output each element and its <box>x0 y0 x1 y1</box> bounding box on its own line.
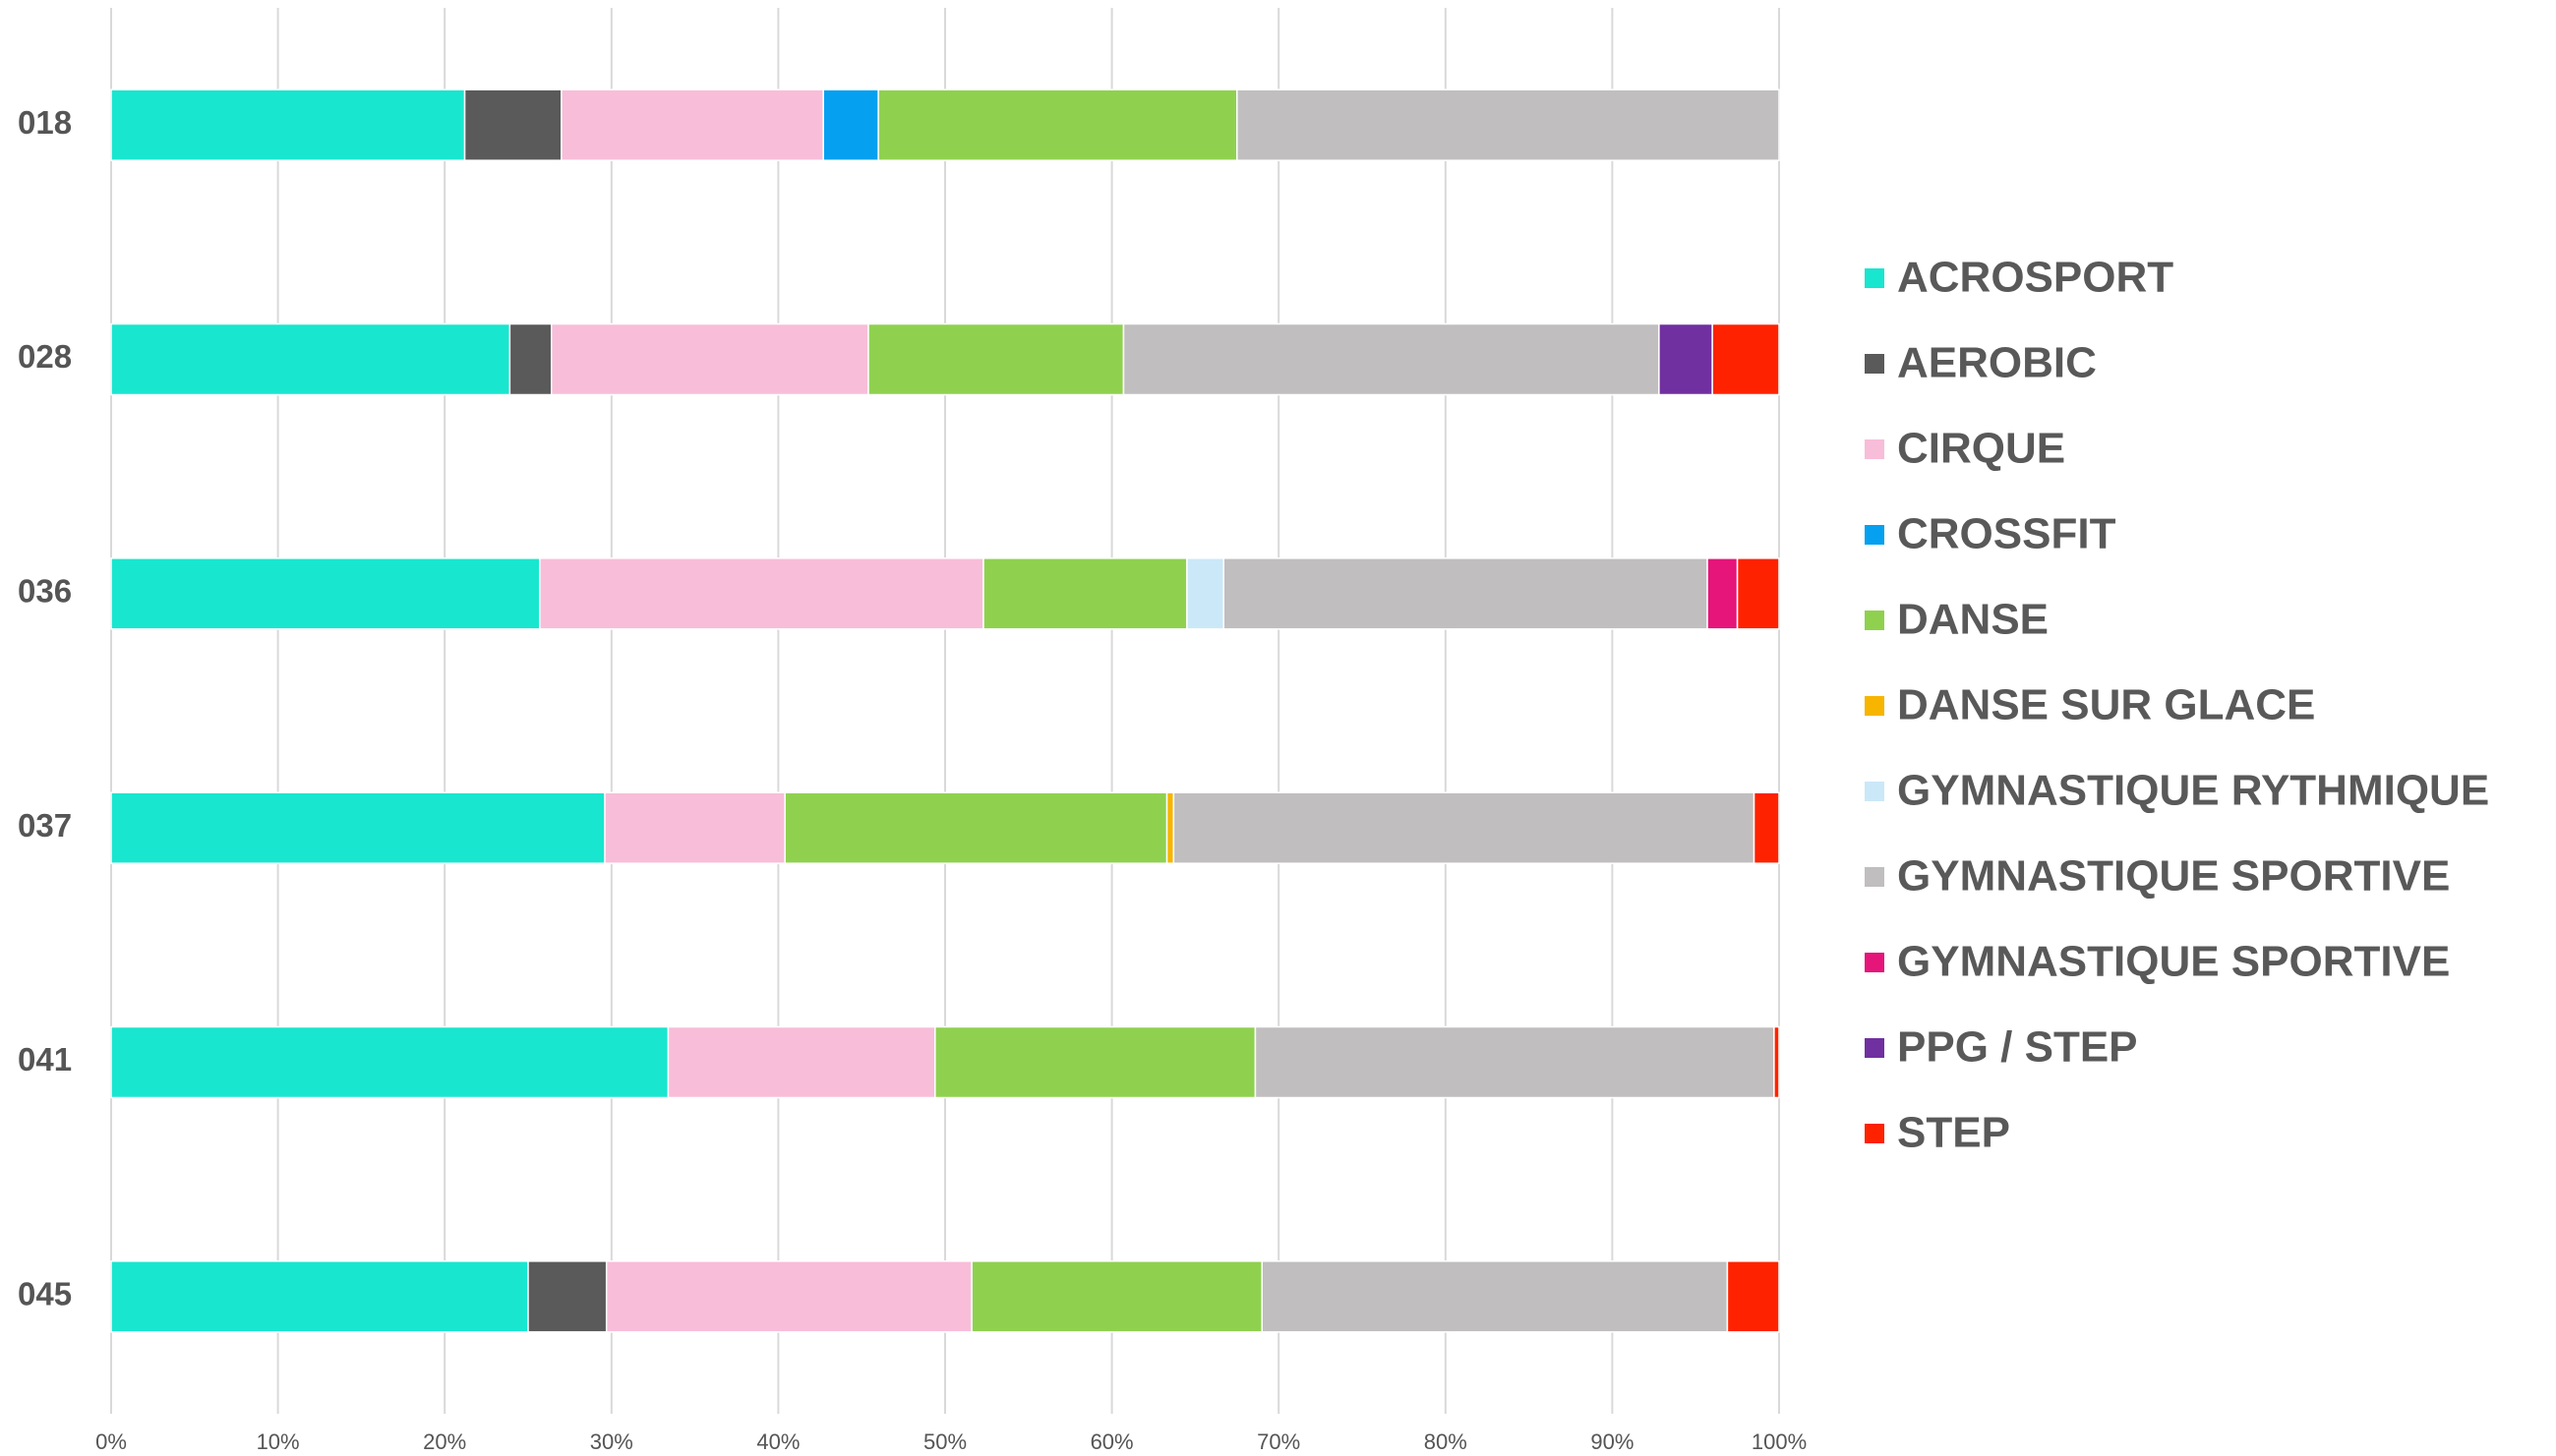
bar-segment <box>110 1025 670 1099</box>
bar-segment <box>1706 557 1739 630</box>
bar-segment <box>1726 1260 1780 1333</box>
y-tick-label: 028 <box>18 338 72 375</box>
legend-swatch <box>1865 1124 1884 1143</box>
bar-segment <box>1658 322 1713 396</box>
bar-segment <box>1753 791 1780 864</box>
x-tick-label: 50% <box>923 1429 967 1451</box>
legend-label: PPG / STEP <box>1897 1023 2138 1072</box>
x-tick-label: 20% <box>423 1429 466 1451</box>
bar-segment <box>539 557 984 630</box>
legend-swatch <box>1865 439 1884 459</box>
legend-label: GYMNASTIQUE SPORTIVE <box>1897 938 2450 986</box>
bar-segment <box>667 1025 936 1099</box>
legend-label: ACROSPORT <box>1897 254 2173 302</box>
x-tick-label: 30% <box>590 1429 633 1451</box>
bar-segment <box>110 1260 529 1333</box>
bar-segment <box>110 791 606 864</box>
legend-label: DANSE <box>1897 596 2049 644</box>
bar-segment <box>527 1260 608 1333</box>
bar-segment <box>822 88 879 161</box>
legend-label: CROSSFIT <box>1897 510 2116 558</box>
bar-segment <box>934 1025 1257 1099</box>
bar-segment <box>1165 791 1175 864</box>
legend-label: DANSE SUR GLACE <box>1897 681 2315 729</box>
legend-swatch <box>1865 782 1884 801</box>
bar-segment <box>1172 791 1755 864</box>
bar-segment <box>605 1260 973 1333</box>
legend-label: CIRQUE <box>1897 425 2065 473</box>
legend-swatch <box>1865 611 1884 630</box>
bar-segment <box>1254 1025 1775 1099</box>
bar-segment <box>1711 322 1780 396</box>
x-tick-label: 0% <box>95 1429 127 1451</box>
x-tick-label: 90% <box>1590 1429 1634 1451</box>
bar-segment <box>550 322 869 396</box>
bar-segment <box>463 88 563 161</box>
bar-segment <box>1222 557 1708 630</box>
x-tick-label: 10% <box>257 1429 300 1451</box>
legend-label: AEROBIC <box>1897 339 2097 387</box>
y-tick-label: 045 <box>18 1276 72 1312</box>
bar-segment <box>508 322 553 396</box>
bar-segment <box>1261 1260 1729 1333</box>
legend-swatch <box>1865 696 1884 716</box>
bar-segment <box>1122 322 1660 396</box>
bar-segment <box>110 322 511 396</box>
x-tick-label: 100% <box>1752 1429 1807 1451</box>
legend-swatch <box>1865 268 1884 288</box>
bar-segment <box>110 88 466 161</box>
legend-label: STEP <box>1897 1109 2010 1157</box>
x-tick-label: 70% <box>1257 1429 1300 1451</box>
legend-swatch <box>1865 953 1884 972</box>
bar-segment <box>1236 88 1780 161</box>
bar-segment <box>1186 557 1224 630</box>
x-tick-label: 40% <box>756 1429 800 1451</box>
bar-segment <box>1736 557 1780 630</box>
x-tick-label: 60% <box>1091 1429 1134 1451</box>
legend-swatch <box>1865 1038 1884 1058</box>
legend-swatch <box>1865 525 1884 545</box>
legend-swatch <box>1865 867 1884 887</box>
y-tick-label: 036 <box>18 573 72 610</box>
bar-segment <box>110 557 541 630</box>
legend-swatch <box>1865 354 1884 374</box>
y-tick-label: 018 <box>18 104 72 141</box>
bar-segment <box>561 88 824 161</box>
x-tick-label: 80% <box>1424 1429 1467 1451</box>
legend-label: GYMNASTIQUE SPORTIVE <box>1897 852 2450 901</box>
bar-segment <box>1773 1025 1780 1099</box>
bar-segment <box>604 791 786 864</box>
bar-segment <box>877 88 1238 161</box>
bar-segment <box>971 1260 1263 1333</box>
bar-segment <box>982 557 1188 630</box>
bar-segment <box>784 791 1168 864</box>
y-tick-label: 037 <box>18 807 72 844</box>
bar-segment <box>867 322 1125 396</box>
y-tick-label: 041 <box>18 1041 72 1077</box>
legend-label: GYMNASTIQUE RYTHMIQUE <box>1897 767 2489 815</box>
